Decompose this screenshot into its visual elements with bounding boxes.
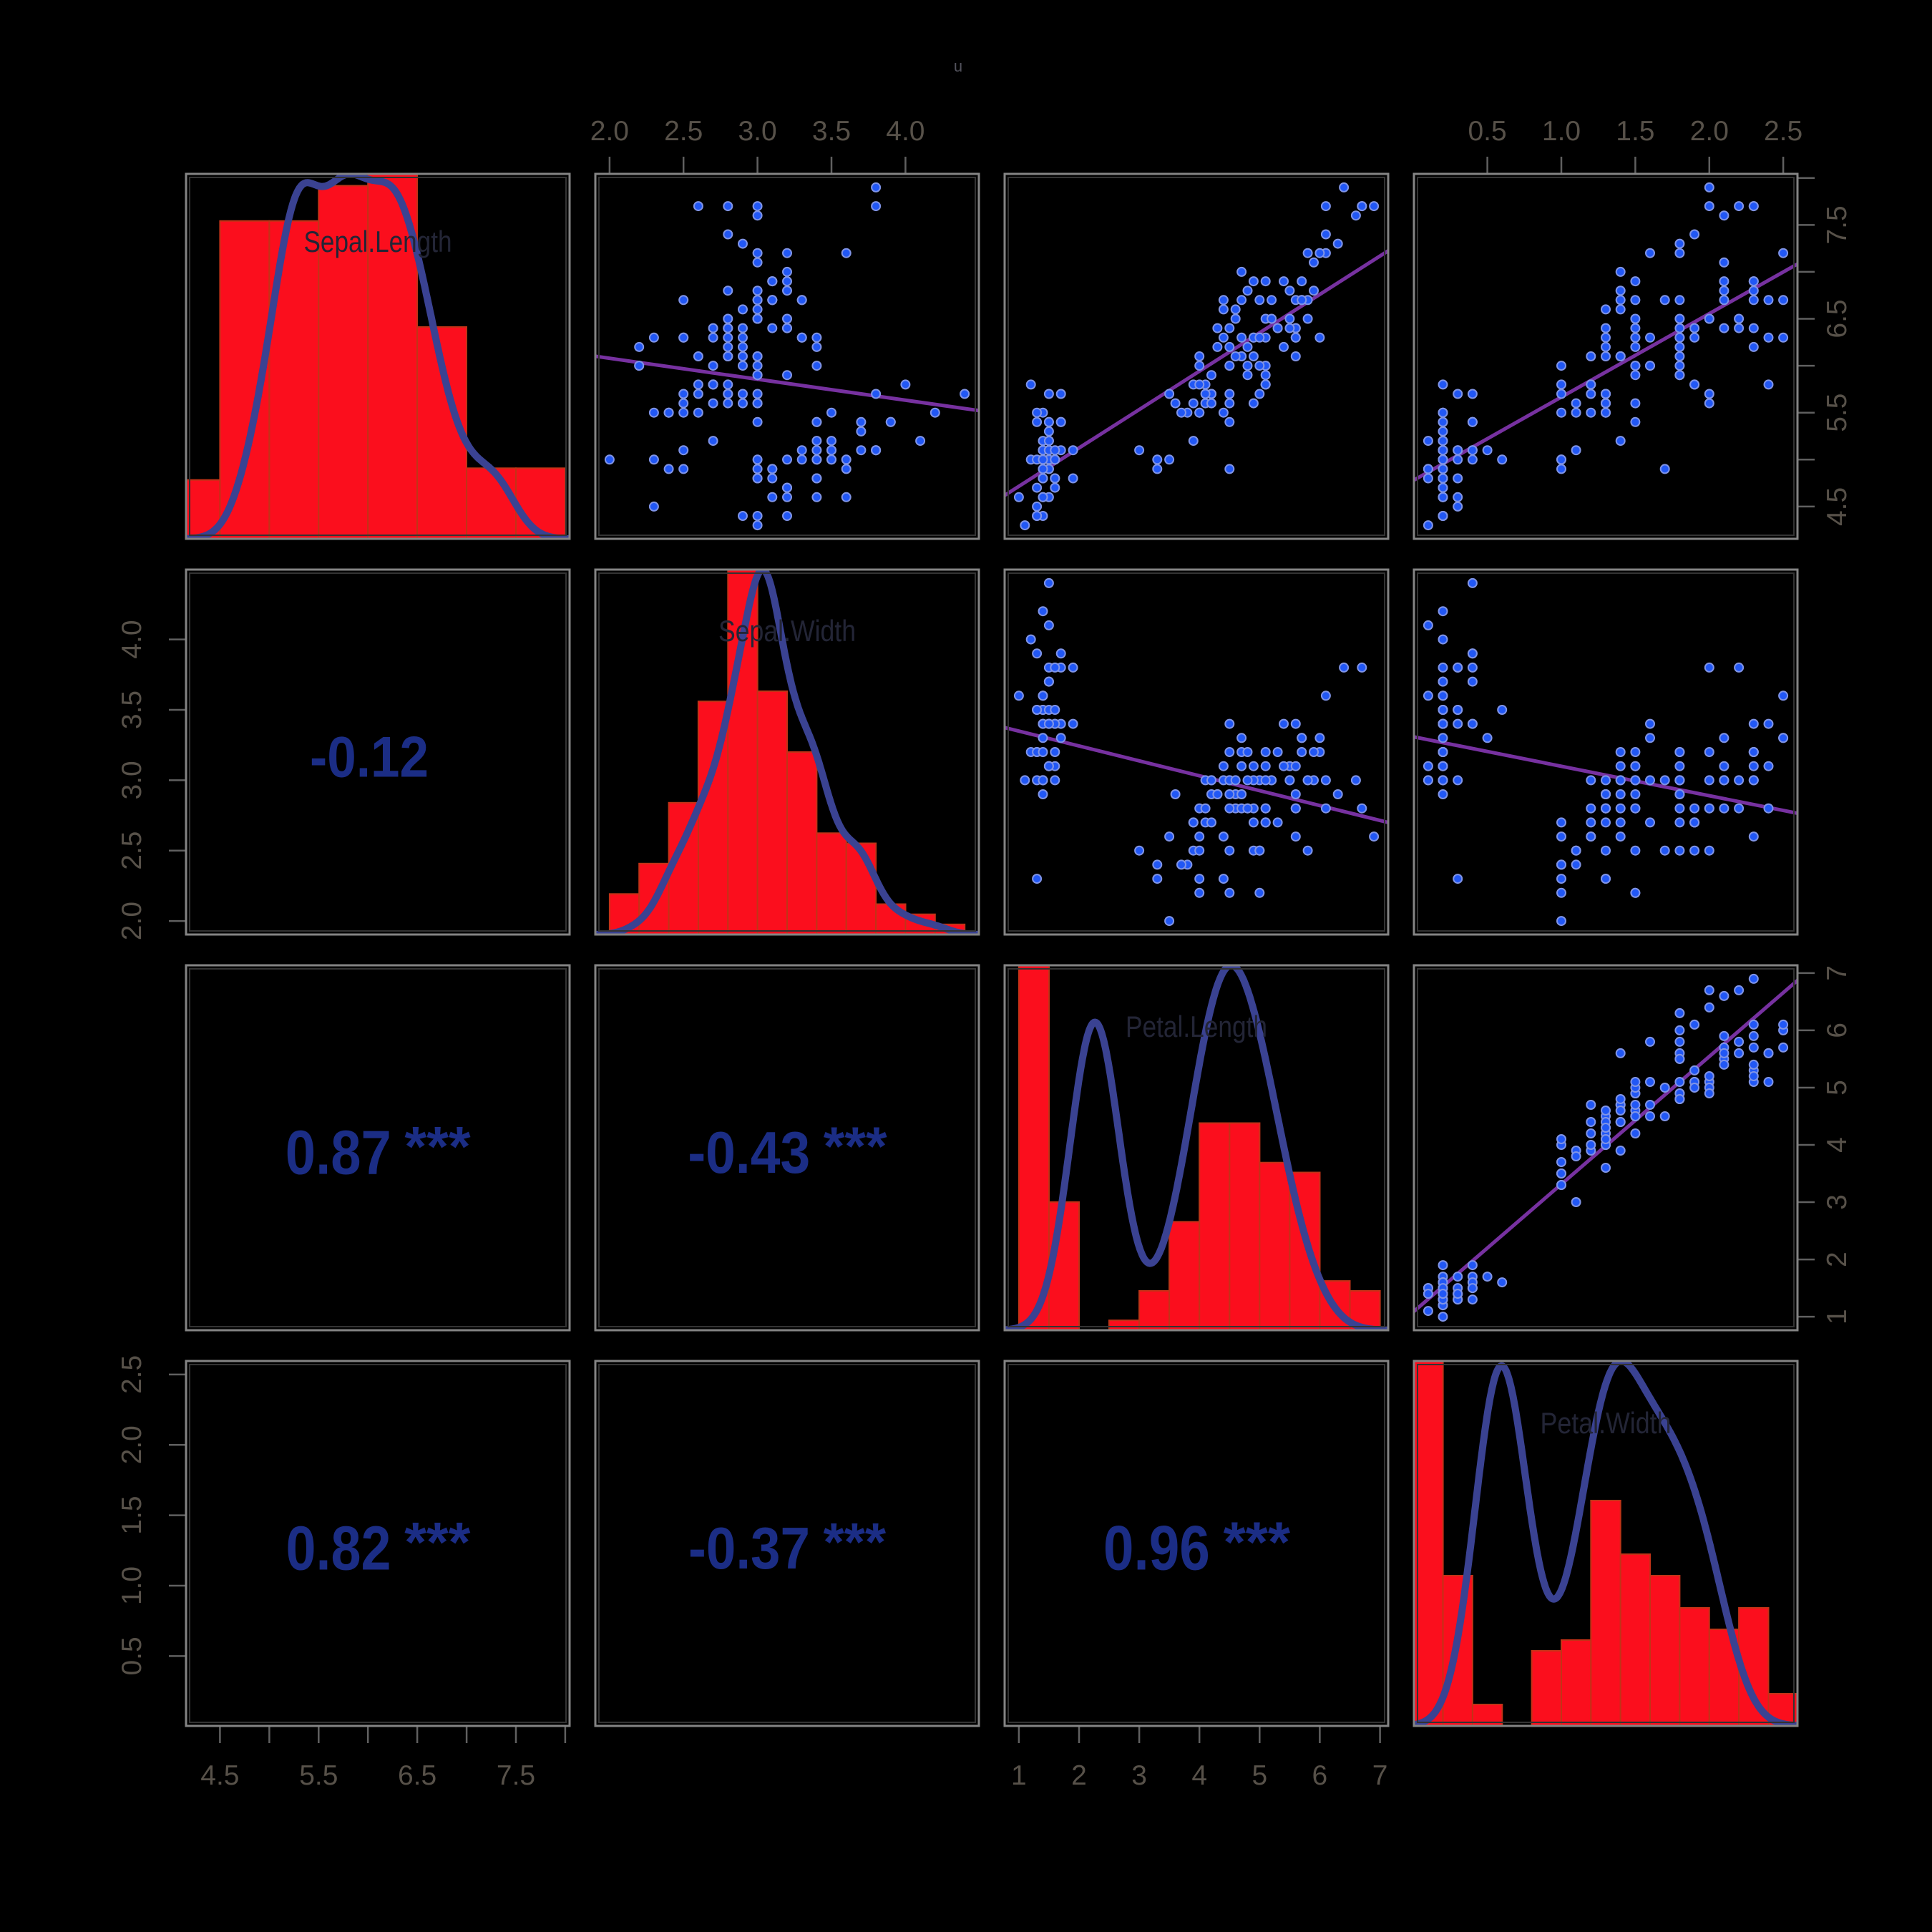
svg-text:2.0: 2.0 bbox=[590, 116, 629, 147]
svg-text:0.87: 0.87 bbox=[286, 1118, 391, 1187]
svg-text:3: 3 bbox=[1822, 1194, 1853, 1210]
svg-text:***: *** bbox=[824, 1512, 887, 1572]
svg-text:7: 7 bbox=[1822, 965, 1853, 981]
svg-text:0.5: 0.5 bbox=[1468, 116, 1506, 147]
svg-text:7.5: 7.5 bbox=[497, 1760, 535, 1791]
svg-text:Petal.Width: Petal.Width bbox=[1541, 1406, 1672, 1440]
svg-text:3.0: 3.0 bbox=[738, 116, 776, 147]
svg-text:3.5: 3.5 bbox=[117, 691, 147, 729]
svg-text:2.0: 2.0 bbox=[117, 1425, 147, 1464]
svg-text:2.5: 2.5 bbox=[1764, 116, 1802, 147]
svg-text:-0.12: -0.12 bbox=[310, 725, 429, 789]
svg-text:2: 2 bbox=[1071, 1760, 1087, 1791]
svg-text:0.82: 0.82 bbox=[286, 1513, 391, 1583]
svg-text:4.5: 4.5 bbox=[1822, 487, 1853, 526]
svg-text:1.0: 1.0 bbox=[1542, 116, 1581, 147]
svg-text:4.0: 4.0 bbox=[886, 116, 924, 147]
svg-text:3.0: 3.0 bbox=[117, 761, 147, 799]
svg-text:***: *** bbox=[404, 1114, 470, 1178]
svg-text:4: 4 bbox=[1822, 1137, 1853, 1153]
svg-text:6: 6 bbox=[1312, 1760, 1328, 1791]
svg-text:5: 5 bbox=[1252, 1760, 1267, 1791]
svg-text:0.5: 0.5 bbox=[117, 1636, 147, 1675]
svg-text:3: 3 bbox=[1131, 1760, 1147, 1791]
svg-text:6.5: 6.5 bbox=[1822, 299, 1853, 338]
svg-text:6: 6 bbox=[1822, 1023, 1853, 1038]
svg-text:4: 4 bbox=[1191, 1760, 1207, 1791]
svg-text:Sepal.Length: Sepal.Length bbox=[304, 225, 452, 258]
svg-text:1: 1 bbox=[1011, 1760, 1027, 1791]
svg-text:2: 2 bbox=[1822, 1252, 1853, 1267]
svg-text:5.5: 5.5 bbox=[1822, 394, 1853, 432]
svg-text:4.5: 4.5 bbox=[200, 1760, 239, 1791]
svg-text:Sepal.Width: Sepal.Width bbox=[718, 614, 856, 648]
svg-text:1.5: 1.5 bbox=[1616, 116, 1654, 147]
svg-text:7: 7 bbox=[1372, 1760, 1388, 1791]
svg-text:1.0: 1.0 bbox=[117, 1566, 147, 1605]
svg-text:2.0: 2.0 bbox=[117, 902, 147, 940]
svg-text:-0.37: -0.37 bbox=[688, 1515, 810, 1581]
svg-text:2.5: 2.5 bbox=[117, 831, 147, 870]
svg-text:***: *** bbox=[824, 1116, 887, 1177]
svg-text:1: 1 bbox=[1822, 1309, 1853, 1324]
svg-text:2.5: 2.5 bbox=[664, 116, 703, 147]
svg-text:***: *** bbox=[404, 1510, 470, 1574]
svg-text:7.5: 7.5 bbox=[1822, 205, 1853, 244]
svg-text:u: u bbox=[954, 57, 962, 75]
svg-text:5: 5 bbox=[1822, 1080, 1853, 1096]
svg-text:4.0: 4.0 bbox=[117, 620, 147, 658]
svg-text:-0.43: -0.43 bbox=[688, 1119, 810, 1186]
svg-text:2.0: 2.0 bbox=[1690, 116, 1729, 147]
svg-text:2.5: 2.5 bbox=[117, 1355, 147, 1394]
svg-text:3.5: 3.5 bbox=[812, 116, 851, 147]
svg-text:6.5: 6.5 bbox=[398, 1760, 436, 1791]
svg-text:5.5: 5.5 bbox=[299, 1760, 338, 1791]
svg-text:***: *** bbox=[1224, 1511, 1291, 1574]
svg-text:0.96: 0.96 bbox=[1103, 1513, 1210, 1584]
svg-text:1.5: 1.5 bbox=[117, 1496, 147, 1534]
svg-text:Petal.Length: Petal.Length bbox=[1126, 1010, 1267, 1043]
